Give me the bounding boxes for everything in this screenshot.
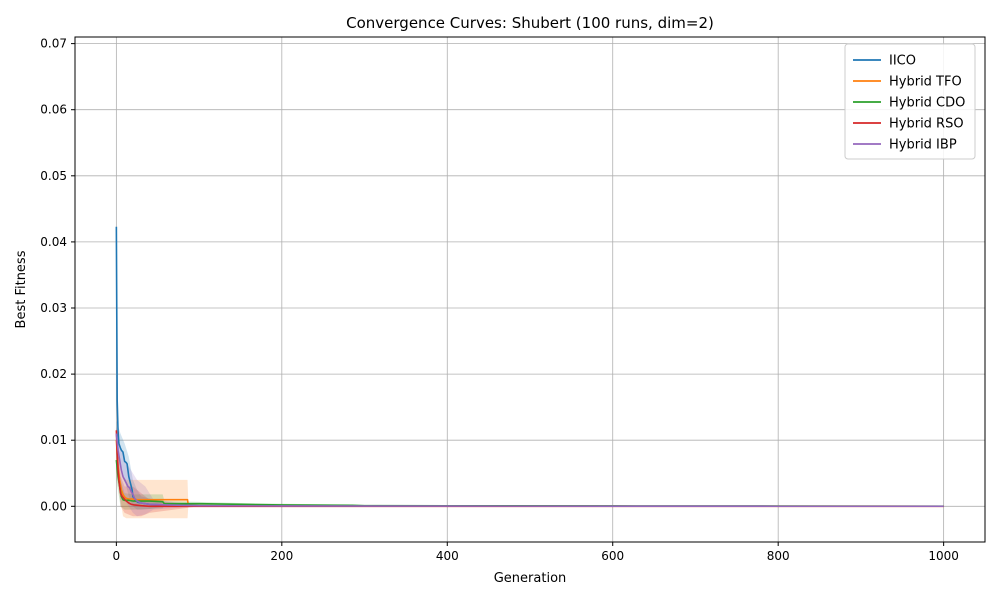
legend-box xyxy=(844,43,976,160)
x-tick-label: 600 xyxy=(601,549,624,563)
chart-title: Convergence Curves: Shubert (100 runs, d… xyxy=(346,14,714,32)
y-tick-label: 0.03 xyxy=(40,301,67,315)
legend-label-hybrid-rso: Hybrid RSO xyxy=(889,117,964,132)
legend-label-hybrid-cdo: Hybrid CDO xyxy=(889,96,965,111)
series-lines xyxy=(115,226,944,508)
y-tick-label: 0.06 xyxy=(40,103,67,117)
plot-frame xyxy=(74,36,986,543)
x-tick-label: 200 xyxy=(270,549,293,563)
legend: IICO Hybrid TFO Hybrid CDO Hybrid RSO Hybrid… xyxy=(844,43,976,160)
band-hybrid-cdo xyxy=(116,440,944,510)
y-axis-label: Best Fitness xyxy=(14,250,29,328)
y-tick-label: 0.01 xyxy=(40,433,67,447)
y-tick-label: 0.05 xyxy=(40,169,67,183)
grid xyxy=(75,37,985,542)
y-tick-label: 0.00 xyxy=(40,499,67,513)
x-tick-label: 400 xyxy=(436,549,459,563)
y-tick-label: 0.07 xyxy=(40,37,67,51)
x-axis-ticks: 0 200 400 600 800 1000 xyxy=(113,542,959,563)
x-tick-label: 0 xyxy=(113,549,121,563)
x-tick-label: 800 xyxy=(767,549,790,563)
series-line-hybrid-ibp xyxy=(115,433,944,508)
y-tick-label: 0.02 xyxy=(40,367,67,381)
y-axis-ticks: 0.00 0.01 0.02 0.03 0.04 0.05 0.06 0.07 xyxy=(40,37,75,513)
legend-label-iico: IICO xyxy=(889,54,916,69)
confidence-bands xyxy=(116,420,944,519)
legend-label-hybrid-ibp: Hybrid IBP xyxy=(889,138,957,153)
x-axis-label: Generation xyxy=(494,571,567,586)
y-tick-label: 0.04 xyxy=(40,235,67,249)
x-tick-label: 1000 xyxy=(928,549,959,563)
legend-label-hybrid-tfo: Hybrid TFO xyxy=(889,75,962,90)
